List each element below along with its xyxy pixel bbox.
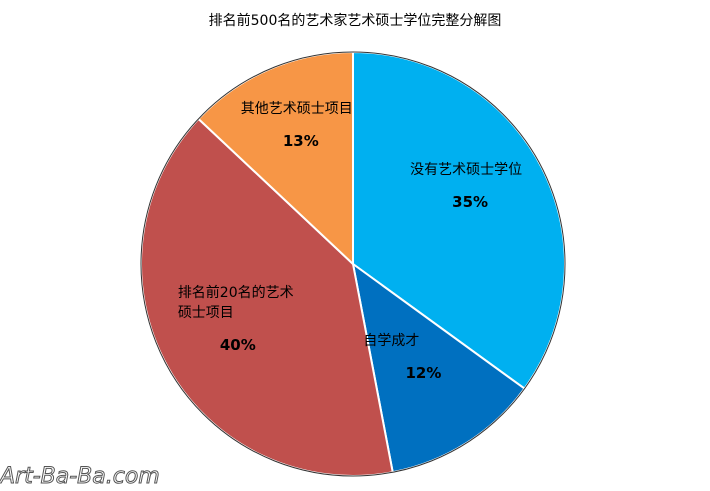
category-label: 排名前20名的艺术硕士项目 — [177, 285, 294, 322]
category-label: 没有艺术硕士学位 — [410, 162, 523, 179]
value-label: 40% — [219, 336, 256, 355]
chart-title: 排名前500名的艺术家艺术硕士学位完整分解图 — [208, 13, 502, 29]
pie-outline — [140, 51, 566, 477]
value-label: 12% — [405, 363, 442, 382]
category-label: 其他艺术硕士项目 — [240, 101, 353, 118]
value-label: 13% — [282, 132, 319, 151]
watermark: Art-Ba-Ba.com — [0, 464, 160, 490]
slice-label: 自学成才 12% — [363, 330, 483, 382]
slice-label: 没有艺术硕士学位 35% — [410, 159, 530, 211]
value-label: 35% — [452, 193, 489, 212]
category-label: 自学成才 — [363, 332, 420, 349]
slice-label: 排名前20名的艺术硕士项目 40% — [178, 282, 298, 354]
slice-label: 其他艺术硕士项目 13% — [241, 98, 361, 150]
